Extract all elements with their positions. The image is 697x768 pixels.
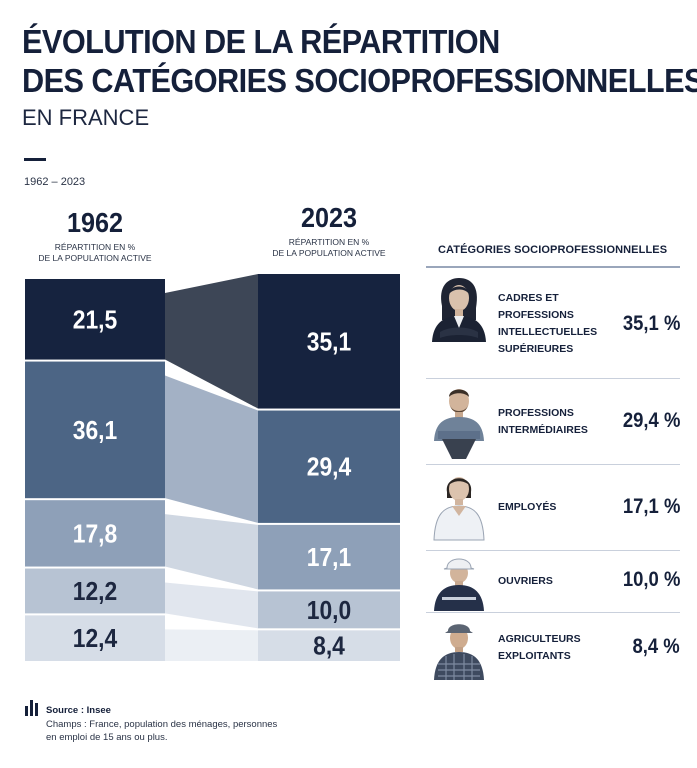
ribbon-employes xyxy=(165,514,258,590)
column-header-2023: 2023 RÉPARTITION EN % DE LA POPULATION A… xyxy=(258,203,400,259)
legend-pct-intermediaires: 29,4 % xyxy=(622,409,680,432)
value-label-2023-employes: 17,1 xyxy=(307,544,351,573)
bar-1962-employes xyxy=(25,500,165,567)
ribbon-agriculteurs xyxy=(165,629,258,661)
value-label-1962-agriculteurs: 12,4 xyxy=(73,625,118,654)
legend-pct-cadres: 35,1 % xyxy=(622,312,680,335)
value-label-1962-intermediaires: 36,1 xyxy=(73,417,117,446)
ribbon-ouvriers xyxy=(165,582,258,629)
bar-2023-cadres xyxy=(258,274,400,409)
source-label: Source : Insee xyxy=(46,705,111,716)
bar-2023-intermediaires xyxy=(258,410,400,523)
farmer-icon xyxy=(428,618,490,685)
value-label-2023-ouvriers: 10,0 xyxy=(307,597,351,626)
construction-worker-icon xyxy=(428,553,490,616)
bar-1962-intermediaires xyxy=(25,361,165,499)
title-block: ÉVOLUTION DE LA RÉPARTITION DES CATÉGORI… xyxy=(22,22,697,131)
column-subtitle-1962-line2: DE LA POPULATION ACTIVE xyxy=(38,253,152,263)
legend-item-ouvriers: OUVRIERS 10,0 % xyxy=(426,551,680,613)
ribbon-intermediaires xyxy=(165,375,258,523)
column-subtitle-2023-line2: DE LA POPULATION ACTIVE xyxy=(272,248,386,258)
legend-label-cadres: CADRES ET PROFESSIONS INTELLECTUELLES SU… xyxy=(498,292,598,355)
period-label: 1962 – 2023 xyxy=(24,176,86,188)
bar-1962-ouvriers xyxy=(25,568,165,614)
legend-label-intermediaires: PROFESSIONS INTERMÉDIAIRES xyxy=(498,407,588,436)
column-subtitle-2023-line1: RÉPARTITION EN % xyxy=(288,237,370,247)
professional-man-icon xyxy=(428,381,490,466)
stacked-bar-chart: 21,5 36,1 17,8 12,2 12,4 35,1 29,4 17,1 10,0 8,4 xyxy=(25,274,400,661)
value-label-1962-ouvriers: 12,2 xyxy=(73,578,117,607)
legend-label-agriculteurs: AGRICULTEURS EXPLOITANTS xyxy=(498,633,581,662)
bar-1962-agriculteurs xyxy=(25,615,165,661)
subtitle: EN FRANCE xyxy=(22,105,150,130)
title-line-2: DES CATÉGORIES SOCIOPROFESSIONNELLES xyxy=(22,62,697,99)
employee-woman-icon xyxy=(428,468,490,553)
businesswoman-icon xyxy=(428,276,490,347)
bar-2023-employes xyxy=(258,524,400,590)
legend-pct-ouvriers: 10,0 % xyxy=(622,568,680,591)
title-line-1: ÉVOLUTION DE LA RÉPARTITION xyxy=(22,23,500,60)
legend-label-ouvriers: OUVRIERS xyxy=(498,575,553,587)
column-year-2023: 2023 xyxy=(300,202,358,233)
source-note: Champs : France, population des ménages,… xyxy=(46,719,278,743)
legend-item-agriculteurs: AGRICULTEURS EXPLOITANTS 8,4 % xyxy=(426,613,680,683)
column-header-1962: 1962 RÉPARTITION EN % DE LA POPULATION A… xyxy=(25,208,165,264)
title-divider xyxy=(24,158,46,161)
column-subtitle-1962-line1: RÉPARTITION EN % xyxy=(54,242,136,252)
legend-item-cadres: CADRES ET PROFESSIONS INTELLECTUELLES SU… xyxy=(426,272,680,379)
legend-pct-employes: 17,1 % xyxy=(622,495,680,518)
legend-pct-agriculteurs: 8,4 % xyxy=(632,635,680,658)
legend-item-employes: EMPLOYÉS 17,1 % xyxy=(426,465,680,551)
bar-2023-agriculteurs xyxy=(258,630,400,661)
value-label-1962-cadres: 21,5 xyxy=(73,306,117,335)
bar-2023-ouvriers xyxy=(258,591,400,629)
value-label-2023-intermediaires: 29,4 xyxy=(307,453,352,482)
legend-item-intermediaires: PROFESSIONS INTERMÉDIAIRES 29,4 % xyxy=(426,379,680,465)
ribbon-cadres xyxy=(165,274,258,409)
legend-label-employes: EMPLOYÉS xyxy=(498,501,557,513)
bar-1962-cadres xyxy=(25,279,165,360)
column-year-1962: 1962 xyxy=(66,207,124,238)
value-label-2023-agriculteurs: 8,4 xyxy=(313,632,345,661)
value-label-1962-employes: 17,8 xyxy=(73,520,117,549)
legend-title: CATÉGORIES SOCIOPROFESSIONNELLES xyxy=(438,244,668,256)
value-label-2023-cadres: 35,1 xyxy=(307,328,351,357)
bar-chart-icon xyxy=(25,700,38,716)
legend-divider xyxy=(426,266,680,268)
